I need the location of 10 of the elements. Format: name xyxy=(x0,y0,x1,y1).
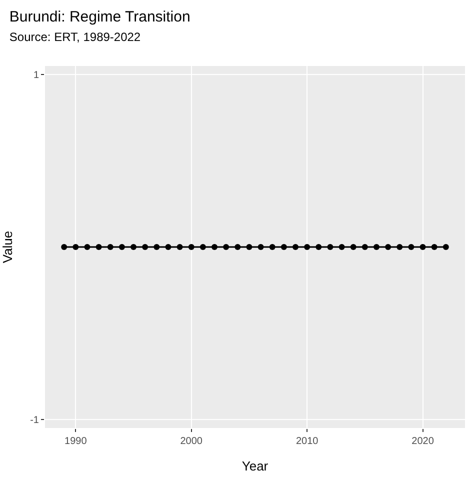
chart-subtitle: Source: ERT, 1989-2022 xyxy=(9,30,141,44)
x-tick-label: 2010 xyxy=(296,436,319,447)
x-tick-label: 2020 xyxy=(412,436,434,447)
x-tick-label: 2000 xyxy=(180,436,203,447)
y-tick-label: 1 xyxy=(33,70,40,82)
y-tick-label: -1 xyxy=(30,414,40,426)
x-axis-title: Year xyxy=(242,458,269,474)
chart-title: Burundi: Regime Transition xyxy=(9,8,190,26)
y-axis-title: Value xyxy=(0,230,15,264)
x-tick-label: 1990 xyxy=(64,436,88,447)
